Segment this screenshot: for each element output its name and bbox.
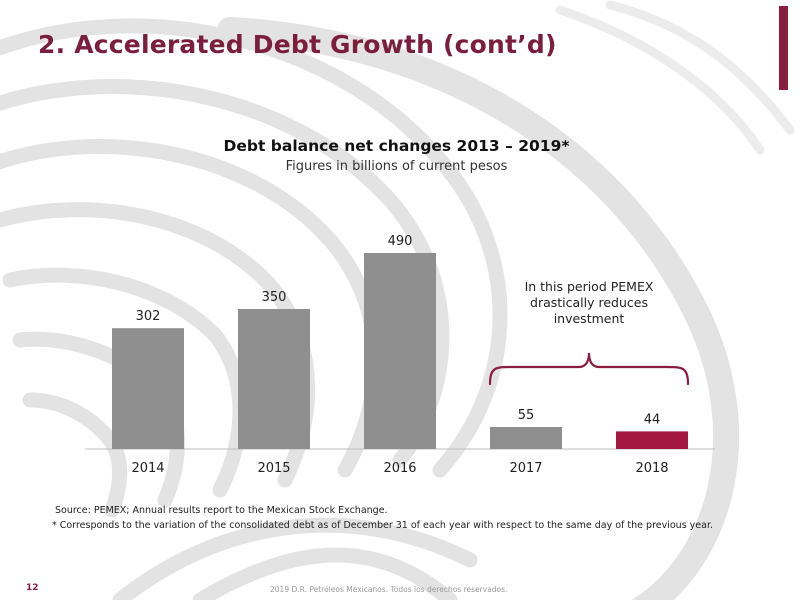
data-label-2017: 55	[518, 408, 535, 423]
footnote: * Corresponds to the variation of the co…	[52, 520, 714, 531]
bar-2016	[364, 253, 436, 449]
page-number: 12	[26, 583, 39, 593]
data-label-2018: 44	[644, 412, 661, 427]
bar-2014	[112, 328, 184, 449]
tick-label-2016: 2016	[383, 461, 416, 476]
bar-2017	[490, 427, 562, 449]
source-note: Source: PEMEX; Annual results report to …	[55, 505, 388, 516]
data-label-2016: 490	[388, 234, 413, 249]
tick-label-2014: 2014	[131, 461, 164, 476]
bar-2018	[616, 431, 688, 449]
chart-title: Debt balance net changes 2013 – 2019*	[223, 137, 570, 155]
investment-annotation: In this period PEMEX drastically reduces…	[524, 279, 654, 326]
data-label-2015: 350	[262, 290, 287, 305]
data-label-2014: 302	[136, 309, 161, 324]
accent-bar	[779, 6, 788, 90]
tick-label-2015: 2015	[257, 461, 290, 476]
copyright-notice: 2019 D.R. Petróleos Mexicanos. Todos los…	[270, 585, 508, 594]
bar-2015	[238, 309, 310, 449]
annotation-brace	[488, 352, 690, 386]
tick-label-2017: 2017	[509, 461, 542, 476]
chart-subtitle: Figures in billions of current pesos	[285, 159, 508, 174]
tick-label-2018: 2018	[635, 461, 668, 476]
slide-title: 2. Accelerated Debt Growth (cont’d)	[38, 30, 557, 59]
